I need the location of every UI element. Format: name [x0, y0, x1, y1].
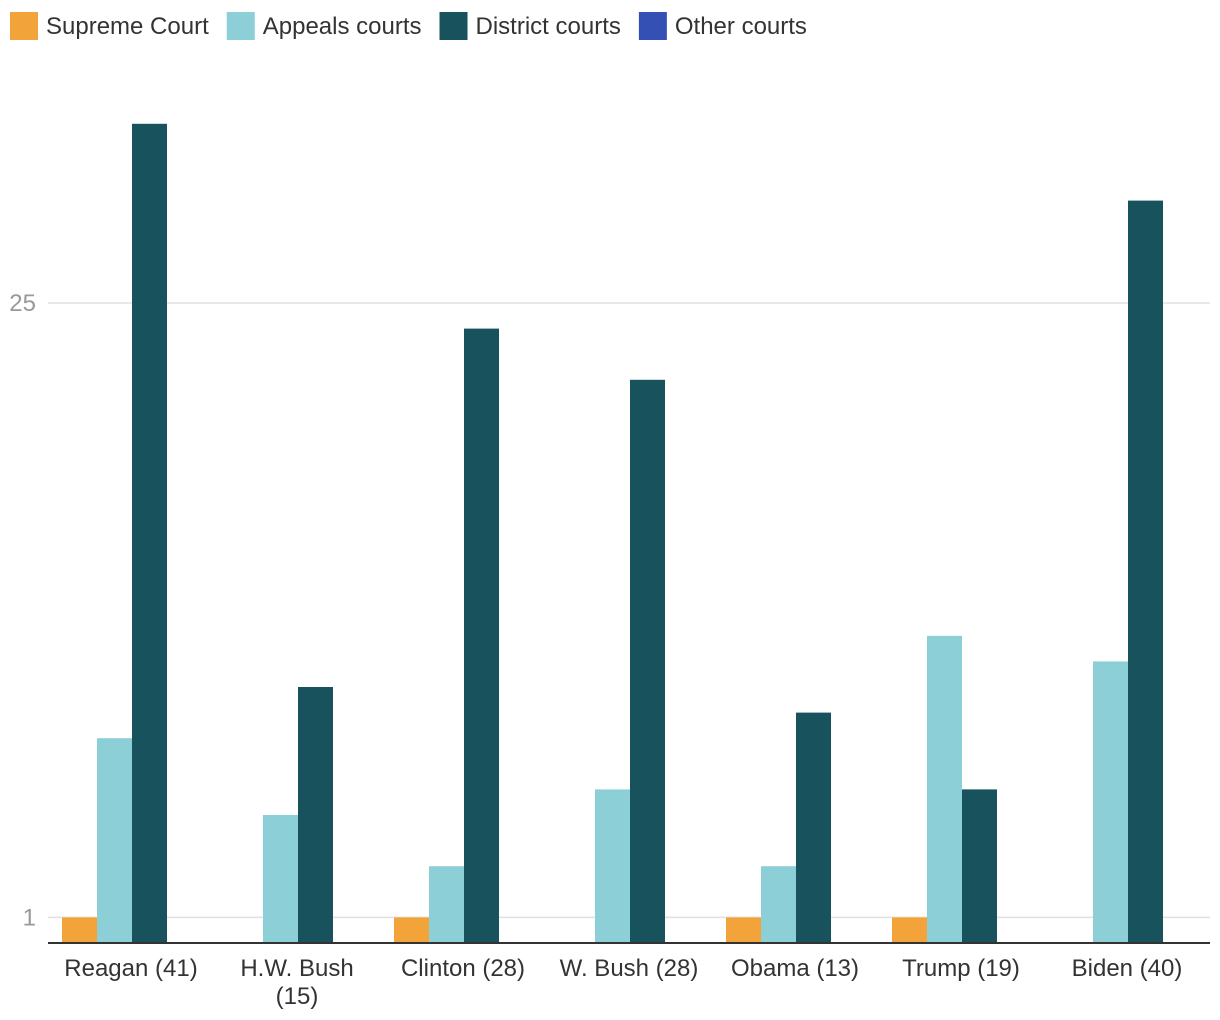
y-tick-label-25: 25	[9, 290, 36, 317]
bar-appeals-courts-trump-19	[927, 635, 962, 943]
legend-label-supreme-court: Supreme Court	[46, 13, 209, 40]
bar-supreme-court-clinton-28	[394, 917, 429, 943]
x-tick-label-obama-13: Obama (13)	[731, 955, 859, 982]
legend-swatch-other-courts	[638, 12, 667, 40]
bar-appeals-courts-obama-13	[761, 866, 796, 943]
legend-label-district-courts: District courts	[476, 13, 621, 40]
legend-swatch-supreme-court	[10, 12, 38, 40]
legend: Supreme Court Appeals courts District cour…	[10, 12, 807, 40]
bar-supreme-court-trump-19	[892, 917, 927, 943]
bar-district-courts-reagan-41	[132, 123, 167, 944]
bar-supreme-court-obama-13	[726, 917, 761, 943]
bar-appeals-courts-h-w-bush-15	[263, 815, 298, 943]
bar-appeals-courts-w-bush-28	[595, 789, 630, 943]
bar-supreme-court-reagan-41	[62, 917, 97, 943]
x-axis: Reagan (41) H.W. Bush (15) Clinton (28) W. B…	[48, 942, 1210, 1010]
x-tick-label-h-w-bush-15: H.W. Bush (15)	[240, 955, 353, 1010]
bar-district-courts-trump-19	[962, 789, 997, 943]
bars	[62, 123, 1163, 944]
bar-appeals-courts-biden-40	[1093, 661, 1128, 943]
legend-label-other-courts: Other courts	[675, 13, 807, 40]
bar-appeals-courts-reagan-41	[97, 738, 132, 943]
bar-appeals-courts-clinton-28	[429, 866, 464, 943]
x-tick-label-biden-40: Biden (40)	[1072, 955, 1183, 982]
x-tick-label-trump-19: Trump (19)	[902, 955, 1020, 982]
x-tick-label-w-bush-28: W. Bush (28)	[560, 955, 699, 982]
x-tick-label-reagan-41: Reagan (41)	[64, 955, 197, 982]
legend-swatch-appeals-courts	[226, 12, 255, 40]
bar-district-courts-obama-13	[796, 712, 831, 943]
y-tick-label-1: 1	[23, 904, 36, 931]
legend-label-appeals-courts: Appeals courts	[263, 13, 422, 40]
bar-district-courts-w-bush-28	[630, 379, 665, 943]
bar-district-courts-biden-40	[1128, 200, 1163, 944]
bar-district-courts-clinton-28	[464, 328, 499, 944]
bar-district-courts-h-w-bush-15	[298, 687, 333, 943]
x-tick-label-clinton-28: Clinton (28)	[401, 955, 525, 982]
legend-swatch-district-courts	[439, 12, 468, 40]
